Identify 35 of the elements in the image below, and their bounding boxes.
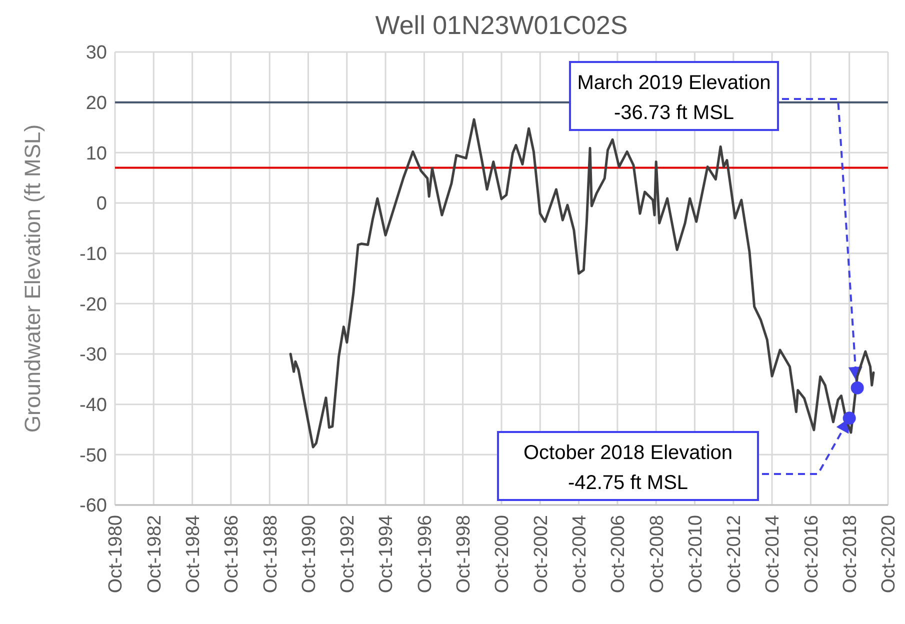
x-tick-label: Oct-2008 [646, 515, 668, 594]
annotation: October 2018 Elevation -42.75 ft MSL [523, 442, 733, 494]
x-tick-label: Oct-1982 [144, 515, 166, 594]
y-axis-title: Groundwater Elevation (ft MSL) [20, 124, 45, 433]
x-tick-label: Oct-1998 [453, 515, 474, 594]
x-tick-label: Oct-2018 [840, 515, 861, 594]
x-tick-label: Oct-1992 [338, 515, 359, 594]
x-tick-label: Oct-1984 [182, 514, 204, 594]
x-tick-label: Oct-2020 [878, 515, 900, 594]
x-tick-label: Oct-1990 [298, 515, 320, 594]
x-tick-label: Oct-2000 [492, 515, 514, 594]
x-tick-label: Oct-2004 [569, 514, 590, 594]
annotation: March 2019 Elevation -36.73 ft MSL [577, 72, 771, 124]
x-tick-label: Oct-1980 [106, 515, 127, 594]
x-tick-label: Oct-2010 [685, 515, 706, 594]
x-tick-label: Oct-2014 [762, 514, 784, 594]
chart-title: Well 01N23W01C02S [375, 10, 628, 40]
x-tick-label: Oct-2006 [608, 515, 630, 594]
y-tick-label: 0 [96, 194, 107, 215]
x-tick-label: Oct-1996 [414, 515, 436, 594]
y-tick-label: 30 [86, 42, 107, 64]
x-tick-label: Oct-1986 [222, 515, 243, 594]
y-tick-label: -50 [80, 445, 107, 466]
x-tick-label: Oct-2002 [530, 515, 552, 594]
x-tick-label: Oct-1988 [260, 515, 282, 594]
y-tick-label: -30 [80, 344, 107, 366]
x-tick-label: Oct-1994 [376, 514, 398, 594]
x-tick-label: Oct-2016 [801, 515, 822, 594]
y-tick-label: -60 [80, 496, 107, 517]
y-tick-label: 10 [86, 143, 107, 164]
y-tick-label: 20 [86, 92, 107, 114]
x-tick-label: Oct-2012 [724, 515, 746, 594]
y-tick-label: -40 [80, 394, 107, 416]
y-tick-label: -20 [80, 294, 107, 316]
y-tick-label: -10 [80, 244, 107, 265]
